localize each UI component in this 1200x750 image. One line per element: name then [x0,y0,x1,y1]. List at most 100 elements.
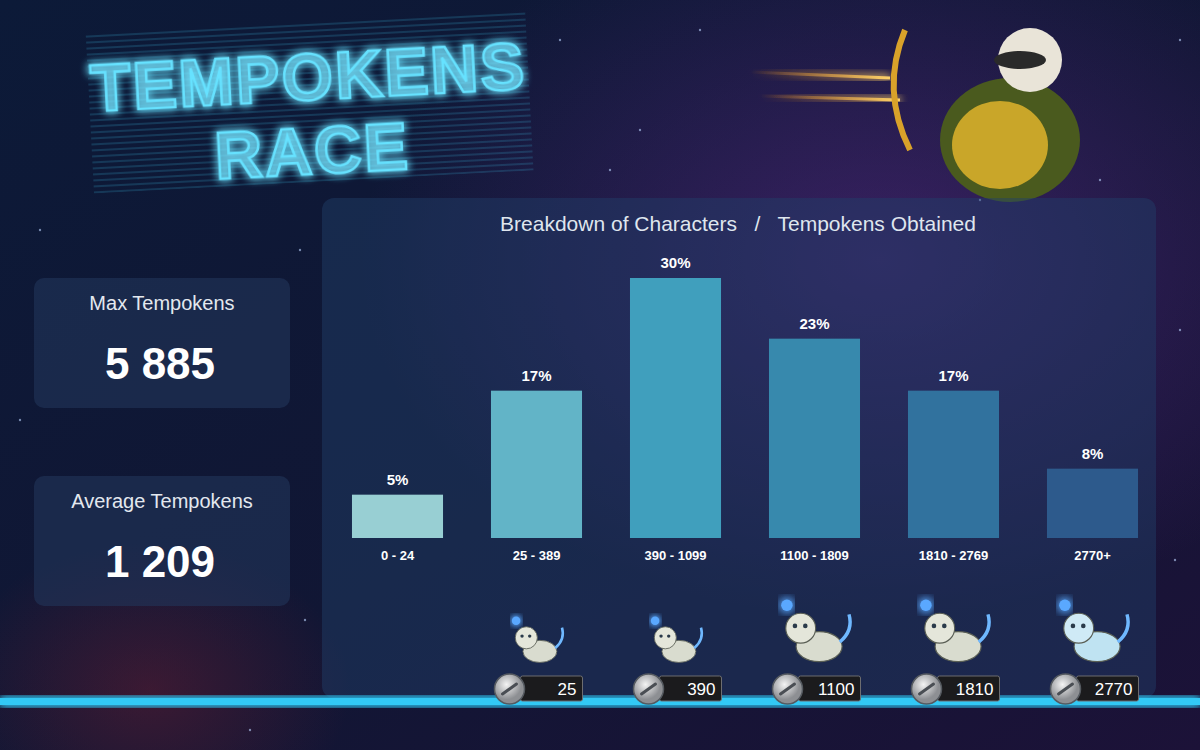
star [1099,179,1101,181]
pet-flame [512,617,520,626]
tempoken-coin-mark [642,684,656,694]
pet-tail [1118,614,1128,642]
x-tick-label: 2770+ [1074,548,1111,563]
title-line: RACE [213,109,412,193]
star [299,249,301,251]
star [249,729,251,731]
neon-floor [0,698,1200,705]
reward-threshold: 390 [687,680,715,699]
pet-flame [920,599,932,611]
bar [1047,469,1138,538]
reward-badge: 1100 [773,674,861,704]
stat-value: 1 209 [105,537,215,586]
reward-badge: 390 [634,674,722,704]
tempoken-coin-mark [920,684,934,694]
tempoken-coin-mark [781,684,795,694]
bar [491,391,582,538]
star [19,419,21,421]
neon-title: TEMPOKENSRACE [86,11,534,200]
data-label: 23% [799,315,829,332]
pet-eye [667,634,670,637]
x-tick-label: 0 - 24 [381,548,415,563]
pet-tail [979,614,989,642]
arrow-streak [750,72,890,78]
tempoken-coin [773,674,803,704]
reward-threshold: 2770 [1095,680,1133,699]
pet-eye [793,624,798,629]
x-axis: 0 - 24 25 - 389 390 - 1099 1100 - 1809 1810 … [329,539,1163,564]
bar [630,278,721,538]
pet-head [654,627,676,649]
archer-mask [994,51,1046,69]
x-axis-line [329,538,1163,539]
x-tick-label: 1100 - 1809 [780,548,849,563]
star [639,129,641,131]
x-tick: 0 - 24 [381,548,415,563]
pet-icon [512,617,563,663]
pet-icon [920,599,989,661]
pet-icon [781,599,850,661]
reward-badge: 25 [495,674,583,704]
x-tick: 25 - 389 [513,548,561,563]
bar [908,391,999,538]
pet-eye [1071,624,1076,629]
star [1179,329,1181,331]
reward-badge-background [660,676,722,701]
star [304,619,306,621]
pet-flame [1059,599,1071,611]
reward-badge: 2770 [1051,674,1139,704]
pet-flame [781,599,793,611]
star [559,39,561,41]
star [699,29,701,31]
reward-badge-background [799,676,861,701]
tempoken-coin [634,674,664,704]
tempoken-coin [495,674,525,704]
stat-panel: Max Tempokens 5 885 [34,278,290,408]
x-tick-label: 1810 - 2769 [919,548,988,563]
reward-badge-background [1077,676,1139,701]
bar [769,339,860,538]
tempoken-coin [912,674,942,704]
stat-value: 5 885 [105,339,215,388]
stat-panel: Average Tempokens 1 209 [34,476,290,606]
chart-panel [322,198,1156,698]
pet-eye [528,634,531,637]
pet-tail [694,628,702,648]
stat-label: Average Tempokens [71,490,253,512]
data-label: 17% [938,367,968,384]
star [609,169,611,171]
data-label: 30% [660,254,690,271]
x-tick: 1100 - 1809 [780,548,849,563]
star [1179,39,1181,41]
data-label: 8% [1082,445,1104,462]
reward-threshold: 1810 [956,680,994,699]
stat-label: Max Tempokens [89,292,234,314]
pet-flame [651,617,660,626]
x-tick-label: 25 - 389 [513,548,561,563]
reward-badge-background [938,676,1000,701]
reward-threshold: 25 [558,680,577,699]
pet-eye [932,624,937,629]
reward-badge: 1810 [912,674,1000,704]
data-label: 17% [521,367,551,384]
pet-eye [659,634,662,637]
bow [894,30,910,150]
arrow-streak [760,96,900,100]
star [39,229,41,231]
x-tick: 390 - 1099 [644,548,706,563]
stat-panel-background [34,278,290,408]
pet-head [925,613,955,643]
reward-threshold: 1100 [818,680,855,699]
pet-eye [520,634,523,637]
x-tick-label: 390 - 1099 [644,548,706,563]
pet-tail [555,628,563,648]
pet-icon [1059,599,1128,661]
pet-tail [840,614,850,642]
data-labels: 5% 17% 30% 23% 17% 8% [387,254,1104,488]
data-label: 5% [387,471,409,488]
pet-eye [942,624,947,629]
pet-head [786,613,816,643]
reward-badge-background [521,676,583,701]
archer-armor [952,101,1048,189]
tempoken-coin-mark [503,684,517,694]
